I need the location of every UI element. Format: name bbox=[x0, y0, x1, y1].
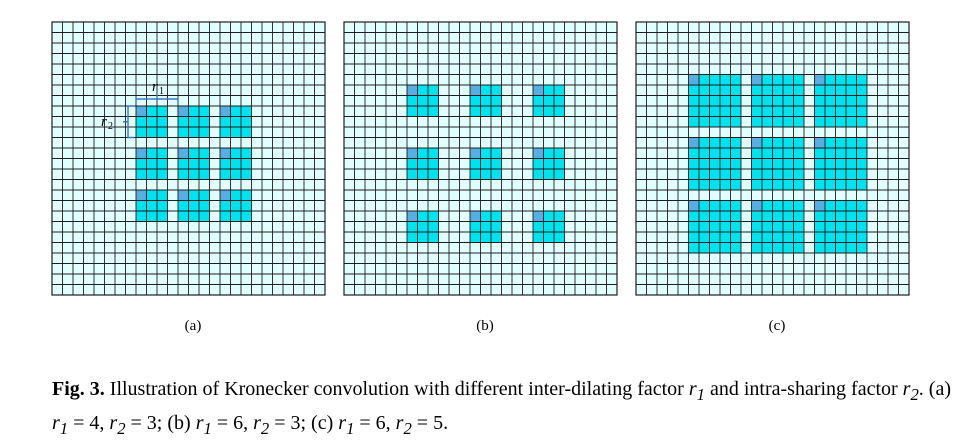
grid-border bbox=[51, 21, 326, 296]
kernel-cell bbox=[751, 74, 762, 85]
caption-text-1: Illustration of Kronecker convolution wi… bbox=[104, 378, 689, 400]
kernel-cell bbox=[688, 200, 699, 211]
kernel-cell bbox=[220, 190, 231, 201]
figure-number: Fig. 3. bbox=[52, 378, 105, 400]
kernel-cell bbox=[136, 148, 147, 159]
kernel-cell bbox=[814, 200, 825, 211]
r1-label-sub: 1 bbox=[159, 86, 164, 97]
kernel-cell bbox=[751, 137, 762, 148]
caption-symbol-r2: r2 bbox=[902, 378, 919, 404]
kernel-cell bbox=[470, 211, 481, 222]
kernel-cell bbox=[751, 200, 762, 211]
kernel-cell bbox=[136, 190, 147, 201]
kernel-cell bbox=[220, 148, 231, 159]
kernel-cell bbox=[688, 74, 699, 85]
kernel-cell bbox=[407, 85, 418, 96]
kernel-cell bbox=[178, 190, 189, 201]
kernel-cell bbox=[533, 148, 544, 159]
kernel-cell bbox=[178, 106, 189, 117]
panel-c-label: (c) bbox=[768, 318, 786, 334]
panel-b-label: (b) bbox=[476, 318, 494, 334]
kernel-cell bbox=[178, 148, 189, 159]
panel-c-grid bbox=[635, 21, 910, 296]
r1-label: r bbox=[152, 79, 158, 95]
caption-text-3: . (a) bbox=[918, 378, 951, 400]
grid-border bbox=[343, 21, 618, 296]
r1-bracket bbox=[135, 95, 179, 104]
factor-annotations: r 1r 2 bbox=[101, 79, 179, 139]
caption-symbol-r1: r1 bbox=[688, 378, 705, 404]
kernel-cell bbox=[688, 137, 699, 148]
kernel-cell bbox=[533, 85, 544, 96]
r2-bracket bbox=[123, 105, 134, 139]
kernel-cell bbox=[407, 211, 418, 222]
grid-border bbox=[635, 21, 910, 296]
kernel-cell bbox=[407, 148, 418, 159]
panel-b-grid bbox=[343, 21, 618, 296]
kernel-cell bbox=[470, 148, 481, 159]
kernel-cell bbox=[814, 137, 825, 148]
r2-label: r bbox=[101, 114, 107, 130]
kernel-cell bbox=[136, 106, 147, 117]
kernel-cell bbox=[814, 74, 825, 85]
panel-a-grid bbox=[51, 21, 326, 296]
figure-caption: Fig. 3. Illustration of Kronecker convol… bbox=[52, 378, 951, 438]
panel-a-label: (a) bbox=[184, 318, 202, 334]
caption-text-2: and intra-sharing factor bbox=[704, 378, 903, 400]
kernel-cell bbox=[533, 211, 544, 222]
kernel-cell bbox=[470, 85, 481, 96]
r2-label-sub: 2 bbox=[108, 121, 113, 132]
kernel-cell bbox=[220, 106, 231, 117]
kronecker-figure: r 1r 2 bbox=[51, 21, 910, 296]
